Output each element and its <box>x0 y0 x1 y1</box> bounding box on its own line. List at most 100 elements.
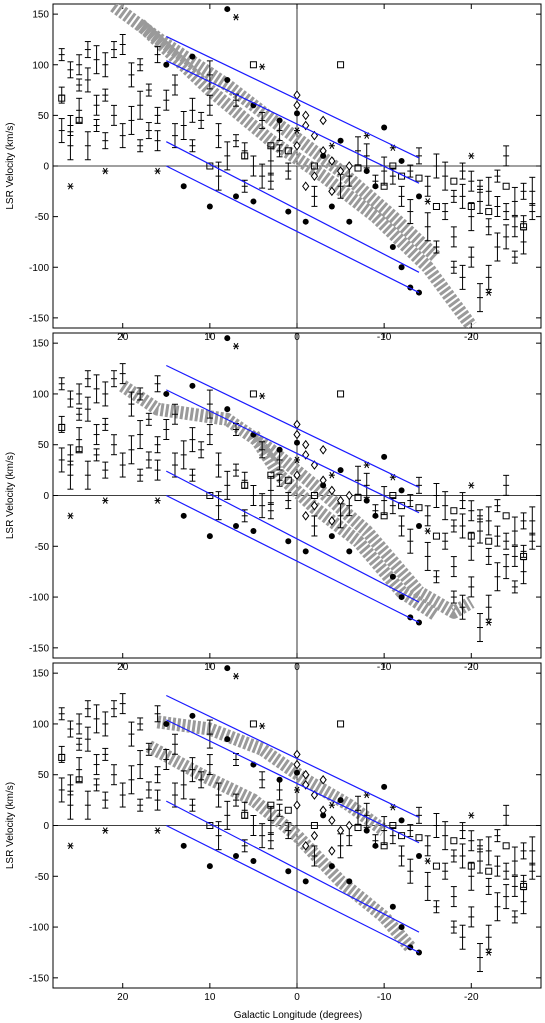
error-bar-point <box>459 843 466 869</box>
error-bar-point <box>477 188 483 214</box>
box-point <box>337 390 345 398</box>
error-bar-point <box>259 771 266 789</box>
error-bar-point <box>154 789 161 811</box>
error-bar-point <box>198 111 205 129</box>
asterisk-point <box>468 482 475 489</box>
error-bar-point <box>102 461 109 479</box>
error-bar-point <box>520 512 527 530</box>
box-point <box>520 552 528 560</box>
error-bar-point <box>459 594 466 620</box>
error-bar-point <box>224 141 231 171</box>
error-bar-point <box>102 52 109 78</box>
y-tick-label: -100 <box>29 923 49 934</box>
error-bar-point <box>503 884 510 910</box>
diamond-point <box>293 140 301 151</box>
blue-reference-line <box>166 35 420 159</box>
error-bar-point <box>128 721 135 747</box>
dot-point <box>294 769 300 776</box>
error-bar-point <box>93 778 100 792</box>
asterisk-point <box>328 801 335 809</box>
error-bar-point <box>485 218 492 236</box>
box-point <box>380 842 388 850</box>
error-bar-point <box>76 737 83 751</box>
dot-point <box>302 878 309 885</box>
asterisk-stroke <box>294 456 300 464</box>
error-bar-point <box>459 183 466 209</box>
error-bar-point <box>477 943 483 973</box>
error-bar-point <box>285 162 292 180</box>
error-bar-point <box>250 815 257 836</box>
error-bar-point <box>503 862 510 880</box>
error-bar-point <box>128 62 135 88</box>
asterisk-stroke <box>468 482 474 489</box>
dot-point <box>302 548 309 555</box>
error-bar-point <box>311 515 318 537</box>
dot-point <box>346 218 353 225</box>
error-bar-point <box>459 492 466 510</box>
error-bar-point <box>485 836 492 866</box>
error-bar-point <box>355 795 361 825</box>
dot-point <box>337 797 344 804</box>
error-bar-point <box>76 407 83 421</box>
dot-point <box>189 382 196 389</box>
dot-point <box>206 533 213 540</box>
error-bar-point <box>503 224 510 250</box>
error-bar-point <box>442 532 449 550</box>
y-tick-label: -150 <box>29 643 49 654</box>
box-point <box>415 504 423 512</box>
dot-point <box>163 390 170 397</box>
error-bar-point <box>250 485 257 506</box>
asterisk-point <box>154 827 161 834</box>
box-point <box>267 471 275 479</box>
error-bar-point <box>511 580 518 594</box>
box-point <box>432 203 440 210</box>
error-bar-point <box>119 123 126 149</box>
error-bar-point <box>76 54 83 76</box>
dot-point <box>389 244 396 250</box>
dot-point <box>363 168 370 175</box>
error-bar-point <box>206 94 213 116</box>
error-bar-point <box>416 476 422 494</box>
asterisk-point <box>328 142 335 150</box>
error-bar-point <box>198 441 205 459</box>
error-bar-point <box>206 424 213 446</box>
error-bar-point <box>172 452 178 478</box>
box-point <box>432 862 440 870</box>
box-point <box>310 162 318 170</box>
box-point <box>354 824 362 832</box>
error-bar-point <box>529 506 536 536</box>
error-bar-point <box>93 119 100 132</box>
error-bar-point <box>93 448 100 462</box>
dot-point <box>363 827 370 834</box>
dot-point <box>398 924 405 931</box>
error-bar-point <box>102 747 109 761</box>
dot-point <box>224 406 231 413</box>
dot-point <box>328 533 335 540</box>
error-bar-point <box>137 90 144 120</box>
dot-point <box>372 183 379 190</box>
error-bar-point <box>503 145 510 167</box>
error-bar-point <box>459 822 466 840</box>
error-bar-point <box>137 750 144 780</box>
error-bar-point <box>84 41 91 59</box>
model-band <box>110 4 441 262</box>
error-bar-point <box>285 492 292 510</box>
error-bar-point <box>215 821 222 851</box>
error-bar-point <box>276 803 283 817</box>
asterisk-stroke <box>155 167 160 175</box>
box-point <box>415 174 423 182</box>
box-point <box>310 822 318 829</box>
error-bar-point <box>520 842 527 860</box>
error-bar-point <box>154 46 161 64</box>
error-bar-point <box>485 547 492 565</box>
diamond-point <box>336 825 345 836</box>
asterisk-point <box>468 152 475 160</box>
y-axis-label: LSR Velocity (km/s) <box>5 782 16 869</box>
dot-point <box>372 842 379 849</box>
dot-point <box>180 512 187 519</box>
error-bar-point <box>276 473 283 487</box>
error-bar-point <box>93 45 100 75</box>
error-bar-point <box>154 130 161 152</box>
